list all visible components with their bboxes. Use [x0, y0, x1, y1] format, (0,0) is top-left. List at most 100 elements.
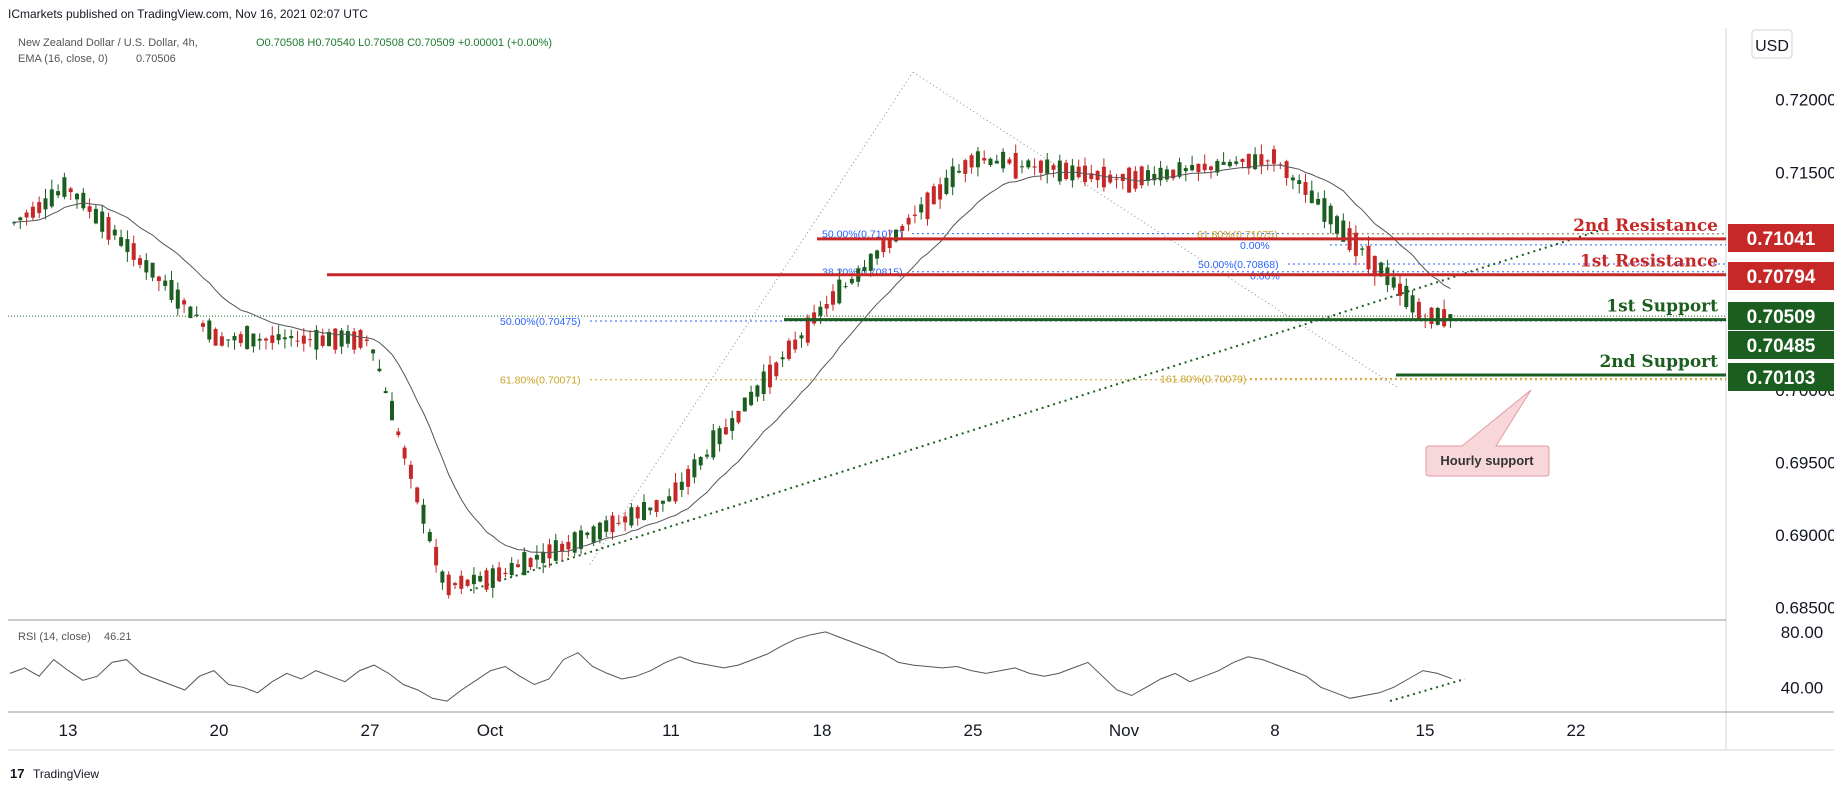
x-tick-label-22: 22: [1567, 721, 1586, 740]
candle-body: [484, 570, 489, 590]
candle-body: [453, 583, 457, 586]
candle-body: [547, 544, 552, 559]
candle-body: [201, 323, 205, 327]
currency-button[interactable]: [1751, 29, 1793, 59]
candle-body: [837, 279, 842, 304]
candle-body: [295, 340, 300, 342]
candle-body: [1448, 314, 1453, 322]
candle-body: [320, 335, 325, 346]
candle-body: [503, 572, 508, 575]
candle-body: [497, 567, 502, 582]
candle-body: [434, 546, 439, 566]
hourly-support-label: Hourly support: [1440, 453, 1534, 468]
candle-body: [673, 482, 678, 502]
candle-body: [975, 151, 980, 168]
candle-body: [925, 192, 930, 220]
candle-body: [1158, 167, 1163, 181]
footer-brand: TradingView: [33, 767, 99, 781]
candle-body: [528, 558, 533, 568]
candle-body: [358, 330, 363, 348]
candle-body: [572, 532, 577, 553]
candle-body: [465, 579, 470, 586]
ema-layer: [13, 164, 1451, 554]
price-tag-bg: [1728, 331, 1834, 359]
candle-body: [345, 331, 350, 344]
candle-body: [106, 217, 111, 240]
x-tick-label-11: 11: [662, 721, 680, 740]
y-tick-label: 0.69000: [1775, 526, 1834, 545]
tradingview-logo-icon: 17: [10, 766, 24, 781]
candle-body: [786, 340, 791, 359]
candle-body: [1089, 173, 1094, 180]
candle-body: [119, 237, 124, 246]
candle-body: [112, 229, 117, 236]
candle-body: [919, 204, 924, 213]
candle-body: [459, 575, 464, 589]
x-tick-label-18: 18: [813, 721, 832, 740]
candle-body: [1095, 170, 1100, 181]
candle-body: [755, 385, 760, 397]
candle-body: [1404, 285, 1409, 308]
candle-body: [654, 499, 659, 513]
candle-body: [1240, 159, 1245, 162]
candle-body: [1246, 153, 1251, 169]
candle-body: [1221, 161, 1226, 165]
candle-body: [812, 312, 817, 324]
candle-body: [131, 243, 136, 260]
candle-body: [604, 520, 609, 532]
candle-body: [1227, 161, 1232, 167]
price-tag-value: 0.71041: [1747, 229, 1816, 250]
candle-body: [219, 336, 224, 346]
price-tag-bg: [1728, 224, 1834, 252]
candle-body: [610, 515, 615, 533]
candle-body: [982, 158, 987, 161]
candle-body: [660, 500, 665, 504]
candle-body: [1057, 160, 1062, 182]
candle-body: [894, 229, 898, 242]
candle-body: [156, 276, 161, 282]
candle-body: [1064, 162, 1069, 179]
candle-body: [1416, 301, 1421, 321]
candle-body: [736, 410, 741, 423]
candle-body: [585, 532, 590, 536]
ema-label: EMA (16, close, 0): [18, 53, 108, 65]
fibonacci-layer: 50.00%(0.71077)38.20%(0.70815)50.00%(0.7…: [500, 229, 1726, 387]
candle-body: [138, 258, 142, 265]
rsi-y-tick-label: 40.00: [1781, 678, 1824, 697]
price-tag-bg: [1728, 302, 1834, 330]
candle-body: [415, 487, 420, 503]
candle-body: [768, 364, 772, 388]
candle-body: [1391, 277, 1396, 288]
ema-value: 0.70506: [136, 53, 176, 65]
candle-body: [1253, 154, 1258, 170]
fib-label: 38.20%(0.70815): [822, 267, 903, 279]
candle-body: [579, 530, 583, 549]
level-label-1st-resistance: 1st Resistance: [1580, 252, 1718, 272]
candle-body: [270, 335, 275, 343]
candle-body: [1026, 160, 1031, 168]
candle-body: [30, 206, 35, 218]
fib-label: 161.80%(0.70079): [1160, 374, 1246, 386]
publisher-line: ICmarkets published on TradingView.com, …: [8, 7, 368, 21]
candle-body: [440, 571, 445, 583]
candle-body: [478, 575, 483, 582]
candle-body: [371, 349, 376, 354]
candle-body: [1372, 255, 1377, 277]
tradingview-logo[interactable]: 17 TradingView: [10, 766, 99, 781]
level-label-2nd-resistance: 2nd Resistance: [1573, 216, 1718, 236]
candle-body: [471, 574, 476, 585]
candle-body: [37, 202, 42, 214]
candle-body: [1353, 232, 1358, 257]
candle-body: [667, 496, 672, 502]
candle-body: [1303, 182, 1308, 195]
price-tag-bg: [1728, 262, 1834, 290]
candle-body: [1202, 163, 1207, 171]
candle-body: [963, 160, 968, 174]
candle-body: [396, 431, 401, 436]
candle-body: [175, 289, 180, 309]
candle-body: [24, 212, 29, 218]
candle-body: [1108, 174, 1113, 183]
candle-body: [1196, 163, 1201, 173]
candle-body: [264, 338, 268, 341]
